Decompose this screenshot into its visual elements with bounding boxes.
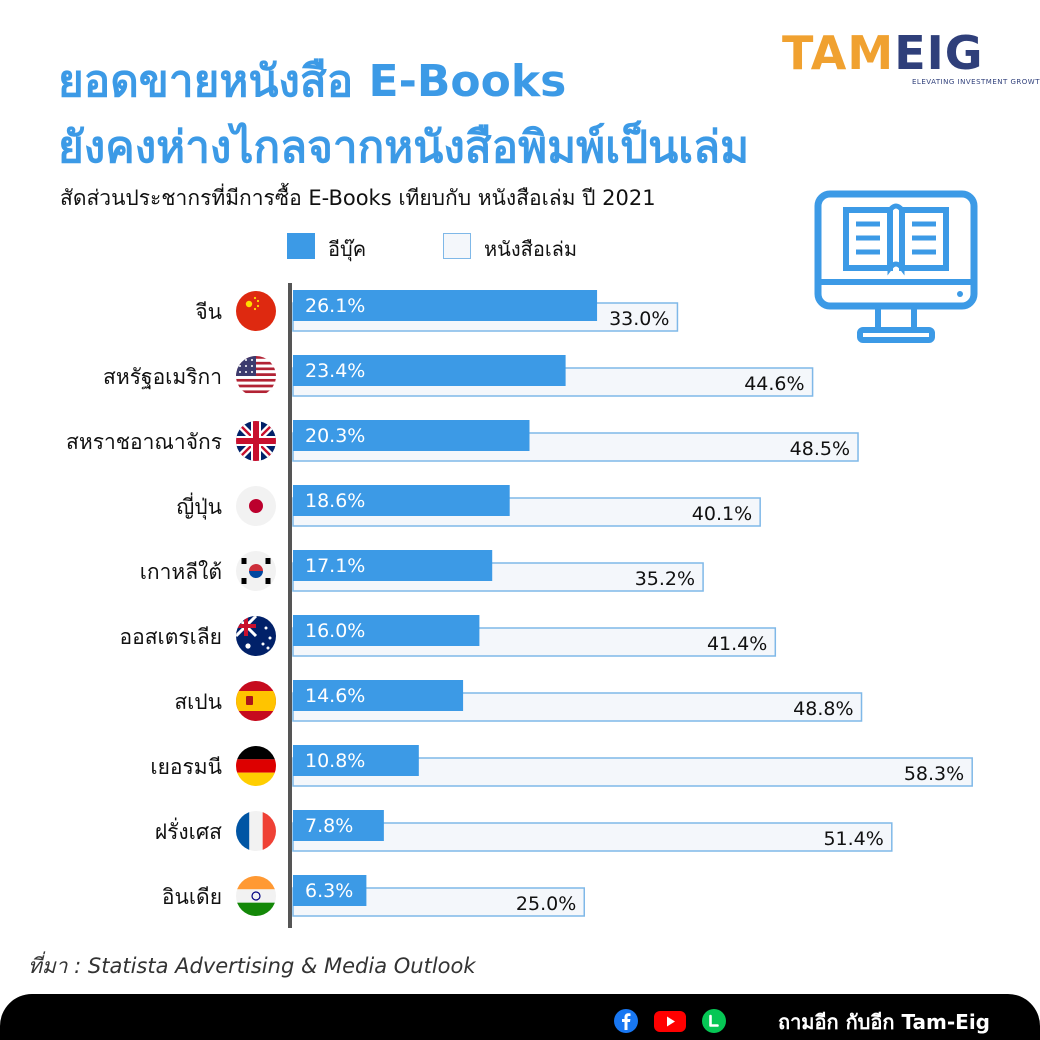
category-label-germany: เยอรมนี: [150, 755, 222, 779]
flag-usa-icon: [236, 356, 276, 396]
legend-swatch-print: [443, 233, 471, 259]
flag-germany-icon: [236, 746, 276, 786]
label-print-china: 33.0%: [609, 308, 669, 330]
label-ebook-japan: 18.6%: [305, 490, 365, 512]
category-label-south-korea: เกาหลีใต้: [140, 560, 222, 584]
bar-ebook-germany: [293, 745, 419, 776]
label-print-japan: 40.1%: [692, 503, 752, 525]
bar-print-france: [292, 822, 893, 852]
chart-row-spain: 14.6% 48.8% สเปน: [174, 680, 863, 722]
flag-spain-icon: [236, 681, 276, 721]
flag-south-korea-icon: [236, 551, 276, 591]
label-print-australia: 41.4%: [707, 633, 767, 655]
logo-part-1: TAM: [782, 26, 895, 80]
category-label-australia: ออสเตรเลีย: [120, 625, 223, 649]
bar-ebook-france: [293, 810, 384, 841]
chart-row-uk: 20.3% 48.5% สหราชอาณาจักร: [66, 420, 859, 462]
legend-label-print: หนังสือเล่ม: [484, 237, 578, 261]
facebook-icon[interactable]: [611, 1008, 641, 1034]
label-ebook-india: 6.3%: [305, 880, 353, 902]
chart-subtitle: สัดส่วนประชากรที่มีการซื้อ E-Books เทียบ…: [60, 186, 656, 210]
category-label-japan: ญี่ปุ่น: [176, 492, 222, 520]
label-print-india: 25.0%: [516, 893, 576, 915]
bar-ebook-usa: [293, 355, 566, 386]
bar-ebook-india: [293, 875, 367, 906]
footer-bar: ถามอีก กับอีก Tam-Eig: [0, 994, 1040, 1040]
label-ebook-france: 7.8%: [305, 815, 353, 837]
label-print-germany: 58.3%: [904, 763, 964, 785]
title-line-1: ยอดขายหนังสือ E-Books: [58, 56, 567, 107]
flag-china-icon: [236, 291, 276, 331]
label-ebook-usa: 23.4%: [305, 360, 365, 382]
bar-ebook-south-korea: [293, 550, 493, 581]
bar-ebook-china: [293, 290, 598, 321]
chart-row-australia: 16.0% 41.4% ออสเตรเลีย: [120, 615, 777, 657]
label-ebook-spain: 14.6%: [305, 685, 365, 707]
source-note: ที่มา : Statista Advertising & Media Out…: [28, 954, 476, 978]
category-label-usa: สหรัฐอเมริกา: [103, 365, 222, 389]
flag-australia-icon: [236, 616, 276, 656]
chart-row-china: 26.1% 33.0% จีน: [195, 290, 679, 332]
line-icon[interactable]: [699, 1008, 729, 1034]
category-label-france: ฝรั่งเศส: [155, 817, 222, 844]
computer-book-icon: [814, 190, 978, 343]
title-line-2: ยังคงห่างไกลจากหนังสือพิมพ์เป็นเล่ม: [58, 122, 750, 173]
bar-ebook-japan: [293, 485, 510, 516]
chart-row-usa: 23.4% 44.6% สหรัฐอเมริกา: [103, 355, 814, 397]
label-ebook-australia: 16.0%: [305, 620, 365, 642]
footer-text: ถามอีก กับอีก Tam-Eig: [777, 1010, 990, 1034]
flag-uk-icon: [236, 421, 276, 461]
chart-row-germany: 10.8% 58.3% เยอรมนี: [150, 745, 973, 787]
bar-ebook-australia: [293, 615, 480, 646]
label-ebook-uk: 20.3%: [305, 425, 365, 447]
label-print-uk: 48.5%: [790, 438, 850, 460]
logo-tagline: ELEVATING INVESTMENT GROWTH: [912, 78, 1040, 86]
chart-row-japan: 18.6% 40.1% ญี่ปุ่น: [176, 485, 761, 527]
category-label-uk: สหราชอาณาจักร: [66, 430, 222, 454]
category-label-china: จีน: [195, 300, 222, 324]
label-ebook-china: 26.1%: [305, 295, 365, 317]
legend-swatch-ebook: [287, 233, 315, 259]
legend-label-ebook: อีบุ๊ค: [328, 237, 367, 261]
flag-india-icon: [236, 876, 276, 916]
chart-row-south-korea: 17.1% 35.2% เกาหลีใต้: [140, 550, 704, 592]
logo-part-2: EIG: [894, 26, 984, 80]
bar-ebook-uk: [293, 420, 530, 451]
category-label-india: อินเดีย: [162, 885, 222, 909]
chart-row-india: 6.3% 25.0% อินเดีย: [162, 875, 585, 917]
label-ebook-south-korea: 17.1%: [305, 555, 365, 577]
flag-japan-icon: [236, 486, 276, 526]
label-print-south-korea: 35.2%: [635, 568, 695, 590]
label-print-france: 51.4%: [823, 828, 883, 850]
label-print-spain: 48.8%: [793, 698, 853, 720]
category-label-spain: สเปน: [174, 690, 222, 714]
label-print-usa: 44.6%: [744, 373, 804, 395]
label-ebook-germany: 10.8%: [305, 750, 365, 772]
chart-row-france: 7.8% 51.4% ฝรั่งเศส: [155, 810, 893, 852]
bar-ebook-spain: [293, 680, 464, 711]
flag-france-icon: [236, 811, 276, 851]
youtube-icon[interactable]: [653, 1008, 687, 1034]
tameig-logo: TAMEIG ELEVATING INVESTMENT GROWTH: [782, 26, 1040, 92]
